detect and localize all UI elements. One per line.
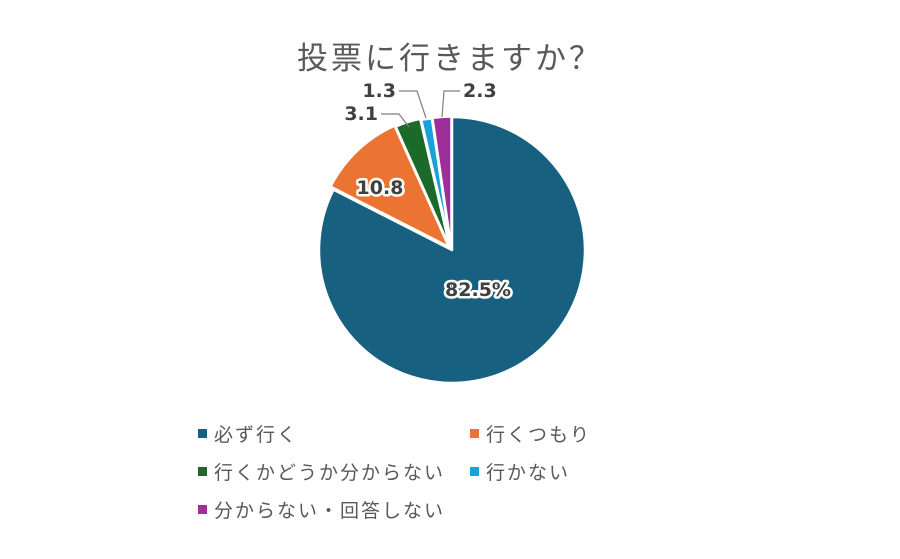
leader-line-1.3: [399, 90, 427, 119]
legend-label: 分からない・回答しない: [214, 500, 446, 522]
legend-swatch-icon: [198, 429, 207, 438]
leader-line-2.3: [441, 90, 460, 118]
legend-label: 行くつもり: [486, 424, 592, 446]
data-label-行くつもり: 10.8: [357, 177, 404, 199]
legend-swatch-icon: [470, 429, 479, 438]
legend-item: 行くつもり: [470, 420, 591, 447]
legend-label: 行くかどうか分からない: [214, 462, 446, 484]
slice-行くかどうか分からない: [394, 117, 452, 250]
legend-label: 行かない: [486, 462, 571, 484]
data-label-行くかどうか分からない: 3.1: [344, 103, 378, 125]
legend-item: 分からない・回答しない: [198, 496, 445, 523]
legend-swatch-icon: [198, 505, 207, 514]
leader-line-3.1: [381, 113, 410, 128]
legend-label: 必ず行く: [214, 424, 299, 446]
legend-item: 必ず行く: [198, 420, 298, 447]
chart-title: 投票に行きますか？: [297, 41, 603, 77]
legend-swatch-icon: [198, 467, 207, 476]
data-label-行かない: 1.3: [362, 80, 396, 102]
slice-行くつもり: [329, 124, 451, 249]
legend-swatch-icon: [470, 467, 479, 476]
data-label-必ず行く: 82.5%: [445, 279, 511, 301]
data-label-分からない・回答しない: 2.3: [463, 80, 497, 102]
legend-item: 行くかどうか分からない: [198, 458, 445, 485]
legend-item: 行かない: [470, 458, 570, 485]
